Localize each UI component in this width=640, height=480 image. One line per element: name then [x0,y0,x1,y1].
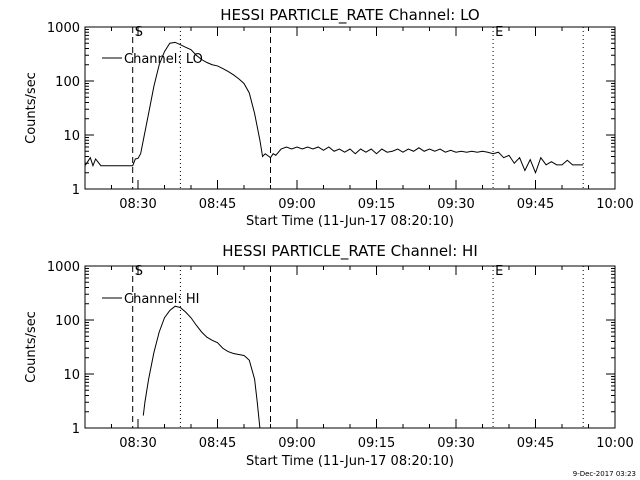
time-marker-label: S [135,25,143,40]
x-tick-label: 08:45 [199,436,236,451]
x-tick-label: 09:30 [437,436,474,451]
time-marker-label: E [495,25,503,40]
y-tick-label: 100 [55,75,80,90]
legend-label: Channel: HI [124,292,200,307]
y-tick-label: 10 [63,129,80,144]
x-tick-label: 09:00 [278,197,315,212]
x-tick-label: 08:30 [119,436,156,451]
x-tick-label: 09:00 [278,436,315,451]
y-tick-label: 100 [55,314,80,329]
x-axis-label: Start Time (11-Jun-17 08:20:10) [246,454,454,469]
x-tick-label: 08:30 [119,197,156,212]
chart-title: HESSI PARTICLE_RATE Channel: HI [222,242,478,261]
y-tick-label: 1000 [47,21,80,36]
x-tick-label: 09:15 [358,436,395,451]
x-axis-label: Start Time (11-Jun-17 08:20:10) [246,214,454,229]
y-tick-label: 1 [72,183,80,198]
chart-title: HESSI PARTICLE_RATE Channel: LO [220,6,479,25]
y-tick-label: 10 [63,368,80,383]
time-marker-label: E [495,264,503,279]
legend-label: Channel: LO [124,52,203,67]
x-tick-label: 09:45 [517,197,554,212]
series-line-channel-lo [85,41,584,175]
y-tick-label: 1000 [47,260,80,275]
y-axis-label: Counts/sec [24,72,39,144]
y-axis-label: Counts/sec [24,311,39,383]
panel-lo-channel: HESSI PARTICLE_RATE Channel: LO Start Ti… [24,6,634,229]
x-tick-label: 08:45 [199,197,236,212]
x-tick-label: 10:00 [596,197,633,212]
x-tick-label: 09:30 [437,197,474,212]
time-marker-label: S [135,264,143,279]
generation-timestamp: 9-Dec-2017 03:23 [573,470,636,478]
series-line-channel-hi [142,305,261,428]
x-tick-label: 10:00 [596,436,633,451]
x-tick-label: 09:15 [358,197,395,212]
panel-hi-channel: HESSI PARTICLE_RATE Channel: HI Start Ti… [24,242,634,469]
x-tick-label: 09:45 [517,436,554,451]
y-tick-label: 1 [72,422,80,437]
